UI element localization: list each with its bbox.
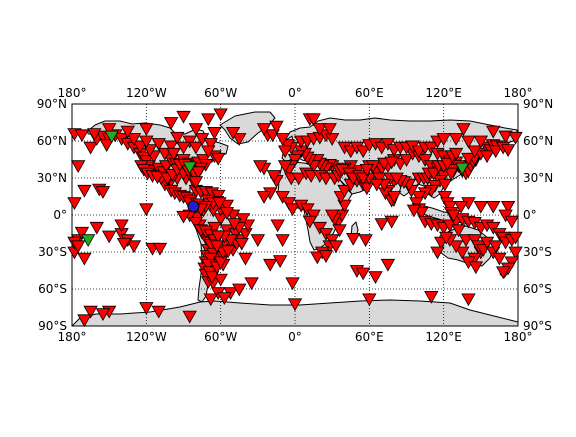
lat-label-right: 90°N — [523, 97, 553, 111]
lat-label-right: 30°S — [523, 245, 552, 259]
lat-label-right: 30°N — [523, 171, 553, 185]
lon-label-bottom: 120°E — [425, 330, 462, 344]
lat-label-left: 0° — [53, 208, 67, 222]
lon-label-top: 60°W — [204, 86, 237, 100]
lon-label-bottom: 120°W — [126, 330, 167, 344]
lon-label-top: 60°E — [355, 86, 384, 100]
lat-label-right: 0° — [523, 208, 537, 222]
lat-label-right: 60°S — [523, 282, 552, 296]
lat-label-right: 90°S — [523, 319, 552, 333]
lon-label-top: 120°W — [126, 86, 167, 100]
lat-label-right: 60°N — [523, 134, 553, 148]
lon-label-bottom: 0° — [288, 330, 302, 344]
lon-label-top: 120°E — [425, 86, 462, 100]
lat-label-left: 60°N — [37, 134, 67, 148]
lon-label-bottom: 60°W — [204, 330, 237, 344]
lat-label-left: 30°N — [37, 171, 67, 185]
lon-label-top: 0° — [288, 86, 302, 100]
lat-label-left: 90°S — [38, 319, 67, 333]
lat-label-left: 30°S — [38, 245, 67, 259]
lat-label-left: 90°N — [37, 97, 67, 111]
event-marker — [188, 201, 199, 212]
lat-label-left: 60°S — [38, 282, 67, 296]
lon-label-bottom: 60°E — [355, 330, 384, 344]
